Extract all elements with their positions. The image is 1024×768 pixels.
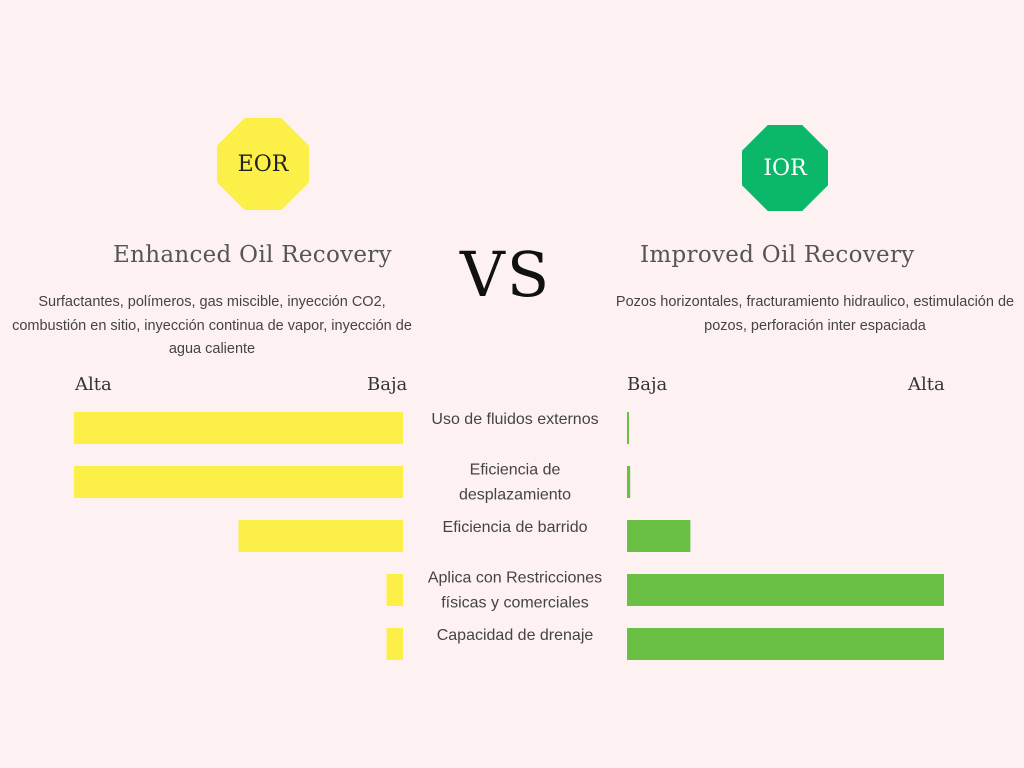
eor-bar-3 bbox=[386, 574, 403, 606]
eor-axis-high-label: Alta bbox=[75, 374, 112, 395]
category-label-4: Capacidad de drenaje bbox=[437, 627, 594, 644]
category-label-2: Eficiencia de barrido bbox=[443, 519, 588, 536]
eor-description: Surfactantes, polímeros, gas miscible, i… bbox=[12, 294, 412, 357]
eor-heading: Enhanced Oil Recovery bbox=[113, 242, 392, 268]
ior-bar-3 bbox=[627, 574, 944, 606]
eor-bar-2 bbox=[238, 520, 403, 552]
category-label-1: Eficiencia de desplazamiento bbox=[459, 462, 571, 504]
ior-axis-high-label: Alta bbox=[908, 374, 945, 395]
ior-bar-4 bbox=[627, 628, 944, 660]
eor-bar-0 bbox=[74, 412, 403, 444]
eor-axis-low-label: Baja bbox=[367, 374, 408, 395]
ior-description: Pozos horizontales, fracturamiento hidra… bbox=[615, 294, 1015, 334]
category-label-3: Aplica con Restricciones físicas y comerc… bbox=[428, 570, 602, 612]
ior-axis-low-label: Baja bbox=[627, 374, 668, 395]
eor-bar-1 bbox=[74, 466, 403, 498]
eor-badge: EOR bbox=[217, 118, 309, 210]
eor-bar-4 bbox=[386, 628, 403, 660]
ior-heading: Improved Oil Recovery bbox=[640, 242, 915, 268]
ior-badge: IOR bbox=[742, 125, 828, 211]
category-label-0: Uso de fluidos externos bbox=[431, 411, 598, 428]
ior-bar-1 bbox=[627, 466, 631, 498]
ior-bar-2 bbox=[627, 520, 691, 552]
vs-label: VS bbox=[460, 238, 552, 311]
ior-bar-0 bbox=[627, 412, 629, 444]
